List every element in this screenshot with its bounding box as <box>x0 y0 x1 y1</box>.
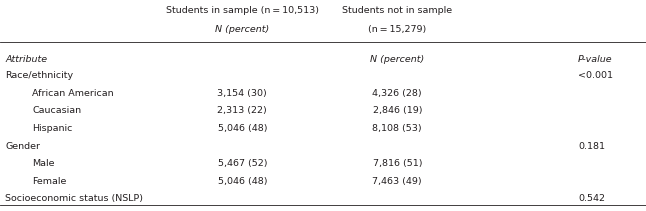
Text: Students in sample (n = 10,513): Students in sample (n = 10,513) <box>166 6 318 15</box>
Text: (n = 15,279): (n = 15,279) <box>368 25 426 34</box>
Text: Female: Female <box>32 177 67 185</box>
Text: Caucasian: Caucasian <box>32 107 81 115</box>
Text: Hispanic: Hispanic <box>32 124 73 133</box>
Text: N (percent): N (percent) <box>215 25 269 34</box>
Text: 5,046 (48): 5,046 (48) <box>218 124 267 133</box>
Text: 7,816 (51): 7,816 (51) <box>373 159 422 168</box>
Text: 7,463 (49): 7,463 (49) <box>373 177 422 185</box>
Text: 4,326 (28): 4,326 (28) <box>373 89 422 98</box>
Text: P-value: P-value <box>578 55 613 64</box>
Text: N (percent): N (percent) <box>370 55 424 64</box>
Text: Students not in sample: Students not in sample <box>342 6 452 15</box>
Text: 0.542: 0.542 <box>578 194 605 203</box>
Text: 2,846 (19): 2,846 (19) <box>373 107 422 115</box>
Text: Attribute: Attribute <box>5 55 47 64</box>
Text: <0.001: <0.001 <box>578 72 613 80</box>
Text: 3,154 (30): 3,154 (30) <box>217 89 267 98</box>
Text: 5,046 (48): 5,046 (48) <box>218 177 267 185</box>
Text: 2,313 (22): 2,313 (22) <box>217 107 267 115</box>
Text: 5,467 (52): 5,467 (52) <box>218 159 267 168</box>
Text: Male: Male <box>32 159 55 168</box>
Text: Gender: Gender <box>5 142 40 150</box>
Text: African American: African American <box>32 89 114 98</box>
Text: 0.181: 0.181 <box>578 142 605 150</box>
Text: Race/ethnicity: Race/ethnicity <box>5 72 73 80</box>
Text: Socioeconomic status (NSLP): Socioeconomic status (NSLP) <box>5 194 143 203</box>
Text: 8,108 (53): 8,108 (53) <box>373 124 422 133</box>
